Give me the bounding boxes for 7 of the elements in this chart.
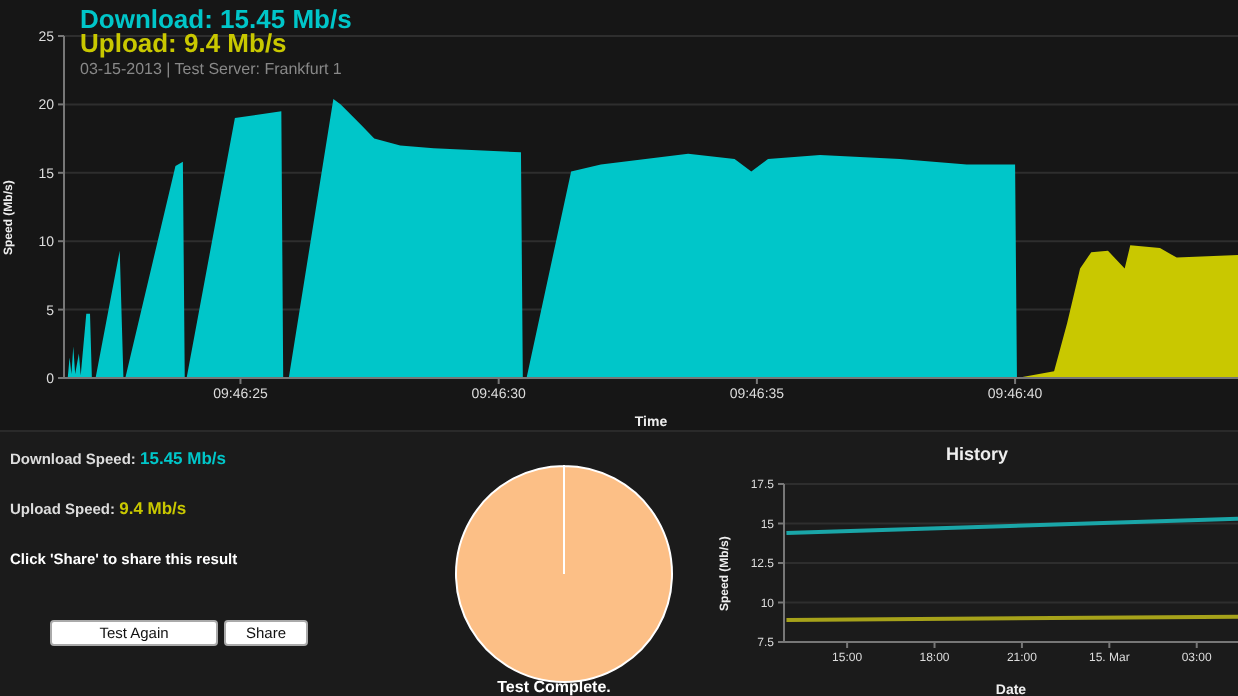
text: Download: 15.45 Mb/s bbox=[80, 4, 352, 34]
text: Test Complete. bbox=[495, 678, 613, 696]
text: 9.4 Mb/s bbox=[119, 498, 187, 518]
text: 15.45 Mb/s bbox=[140, 448, 227, 468]
text: Upload: 9.4 Mb/s bbox=[80, 28, 289, 58]
chart-title: History bbox=[943, 444, 1010, 464]
text: 03-15-2013 | Test Server: Frankfurt 1 bbox=[80, 60, 344, 78]
